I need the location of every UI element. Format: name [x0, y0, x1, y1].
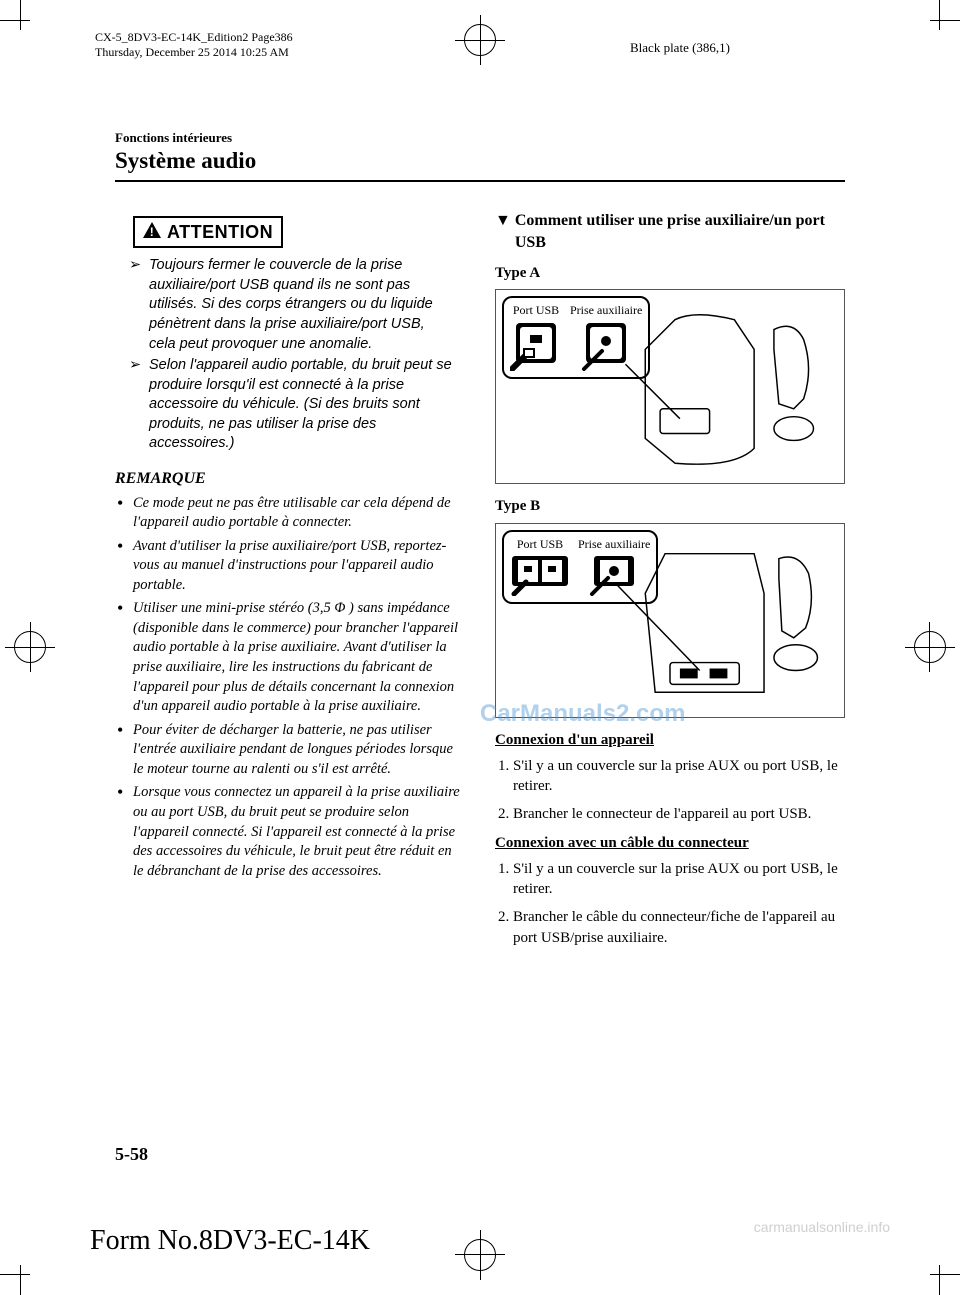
registration-mark — [929, 622, 930, 672]
svg-text:!: ! — [150, 225, 155, 238]
right-column: ▼ Comment utiliser une prise auxiliaire/… — [495, 210, 845, 956]
attention-item: Selon l'appareil audio portable, du brui… — [149, 356, 455, 454]
content-columns: ! ATTENTION Toujours fermer le couvercle… — [115, 210, 845, 956]
page-header: Fonctions intérieures Système audio — [115, 130, 845, 182]
remarque-item: Pour éviter de décharger la batterie, ne… — [133, 721, 465, 780]
remarque-item: Lorsque vous connectez un appareil à la … — [133, 783, 465, 881]
steps-list: S'il y a un couvercle sur la prise AUX o… — [513, 756, 845, 825]
remarque-item: Avant d'utiliser la prise auxiliaire/por… — [133, 537, 465, 596]
attention-label: ATTENTION — [167, 220, 273, 244]
watermark-footer: carmanualsonline.info — [754, 1219, 890, 1235]
crop-mark — [930, 20, 960, 21]
attention-item: Toujours fermer le couvercle de la prise… — [149, 256, 455, 354]
crop-mark — [939, 0, 940, 30]
crop-mark — [20, 0, 21, 30]
remarque-item: Ce mode peut ne pas être utilisable car … — [133, 494, 465, 533]
down-triangle-icon: ▼ — [495, 210, 511, 253]
step-item: Brancher le câble du connecteur/fiche de… — [513, 907, 845, 948]
diagram-type-b: Port USB Prise auxiliaire — [495, 523, 845, 718]
steps-list: S'il y a un couvercle sur la prise AUX o… — [513, 859, 845, 948]
crop-mark — [939, 1265, 940, 1295]
connection-heading: Connexion avec un câble du connecteur — [495, 833, 845, 853]
remarque-heading: REMARQUE — [115, 468, 465, 490]
type-b-label: Type B — [495, 496, 845, 516]
registration-mark — [905, 647, 955, 648]
attention-heading: ! ATTENTION — [133, 216, 283, 248]
diagram-type-a: Port USB Prise auxiliaire — [495, 289, 845, 484]
chapter-title: Fonctions intérieures — [115, 130, 845, 146]
warning-icon: ! — [143, 220, 161, 244]
console-illustration — [496, 524, 844, 717]
type-a-label: Type A — [495, 263, 845, 283]
registration-mark — [480, 15, 481, 65]
remarque-item: Utiliser une mini-prise stéréo (3,5 Φ ) … — [133, 599, 465, 716]
header-rule — [115, 180, 845, 182]
subsection-title: Comment utiliser une prise auxiliaire/un… — [515, 210, 845, 253]
black-plate: Black plate (386,1) — [630, 40, 730, 56]
crop-mark — [20, 1265, 21, 1295]
subsection-heading: ▼ Comment utiliser une prise auxiliaire/… — [495, 210, 845, 253]
meta-line: CX-5_8DV3-EC-14K_Edition2 Page386 — [95, 30, 293, 45]
print-meta: CX-5_8DV3-EC-14K_Edition2 Page386 Thursd… — [95, 30, 293, 60]
section-title: Système audio — [115, 148, 845, 174]
step-item: Brancher le connecteur de l'appareil au … — [513, 804, 845, 824]
form-number: Form No.8DV3-EC-14K — [90, 1225, 370, 1257]
registration-mark — [30, 622, 31, 672]
step-item: S'il y a un couvercle sur la prise AUX o… — [513, 859, 845, 900]
attention-list: Toujours fermer le couvercle de la prise… — [149, 256, 455, 454]
page-number: 5-58 — [115, 1144, 148, 1165]
crop-mark — [0, 1274, 30, 1275]
crop-mark — [0, 20, 30, 21]
meta-line: Thursday, December 25 2014 10:25 AM — [95, 45, 293, 60]
console-illustration — [496, 290, 844, 483]
registration-mark — [480, 1230, 481, 1280]
left-column: ! ATTENTION Toujours fermer le couvercle… — [115, 210, 465, 956]
crop-mark — [930, 1274, 960, 1275]
step-item: S'il y a un couvercle sur la prise AUX o… — [513, 756, 845, 797]
remarque-list: Ce mode peut ne pas être utilisable car … — [133, 494, 465, 882]
connection-heading: Connexion d'un appareil — [495, 730, 845, 750]
